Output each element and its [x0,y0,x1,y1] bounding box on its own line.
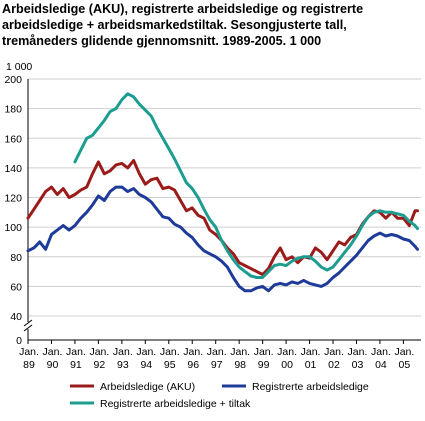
grid [28,78,421,317]
y-tick-label-80: 80 [10,252,22,264]
x-tick-label-year-04: 04 [375,359,387,371]
chart-title: Arbeidsledige (AKU), registrerte arbeids… [2,1,423,49]
y-tick-label-160: 160 [4,133,22,145]
x-tick-label-month-90: Jan. [43,346,63,358]
y-unit-label: 1 000 [6,61,32,73]
x-tick-label-year-00: 00 [281,359,293,371]
legend-label-1: Arbeidsledige (AKU) [100,381,195,393]
legend: Arbeidsledige (AKU) Registrerte arbeidsle… [70,381,369,410]
x-tick-label-year-97: 97 [211,359,223,371]
x-tick-label-month-92: Jan. [89,346,109,358]
axis-break-mark-1 [23,319,33,327]
x-tick-label-year-90: 90 [47,359,59,371]
x-tick-label-month-94: Jan. [136,346,156,358]
x-tick-label-year-02: 02 [328,359,340,371]
x-tick-label-month-96: Jan. [183,346,203,358]
y-tick-label-200: 200 [4,74,22,86]
x-tick-label-month-05: Jan. [394,346,414,358]
chart-title-line-3: tremåneders glidende gjennomsnitt. 1989-… [2,34,322,48]
series-line-3 [73,92,419,279]
series-lines [26,92,419,293]
x-tick-label-year-01: 01 [305,359,317,371]
x-tick-label-year-96: 96 [187,359,199,371]
x-tick-label-month-04: Jan. [371,346,391,358]
y-tick-label-0: 0 [16,335,22,347]
x-tick-label-month-89: Jan. [19,346,39,358]
x-tick-label-month-97: Jan. [207,346,227,358]
x-tick-label-year-89: 89 [23,359,35,371]
y-tick-label-60: 60 [10,281,22,293]
x-tick-label-year-05: 05 [399,359,411,371]
x-tick-label-month-99: Jan. [254,346,274,358]
x-tick-label-year-03: 03 [352,359,364,371]
axis-break-mark-2 [23,324,33,332]
x-tick-label-year-91: 91 [70,359,82,371]
x-tick-label-month-01: Jan. [301,346,321,358]
x-tick-label-month-98: Jan. [230,346,250,358]
x-tick-label-year-95: 95 [164,359,176,371]
x-tick-label-month-91: Jan. [66,346,86,358]
y-tick-label-40: 40 [10,311,22,323]
y-tick-label-180: 180 [4,104,22,116]
x-tick-label-month-93: Jan. [113,346,133,358]
y-tick-label-140: 140 [4,163,22,175]
x-tick-label-year-92: 92 [94,359,106,371]
series-line-1 [26,159,419,276]
x-tick-label-year-93: 93 [117,359,129,371]
series-line-2 [26,185,419,293]
x-tick-label-year-99: 99 [258,359,270,371]
y-tick-label-120: 120 [4,193,22,205]
x-tick-label-month-02: Jan. [324,346,344,358]
x-tick-label-month-95: Jan. [160,346,180,358]
chart-title-line-1: Arbeidsledige (AKU), registrerte arbeids… [2,2,364,16]
x-tick-label-year-98: 98 [234,359,246,371]
x-tick-label-month-03: Jan. [348,346,368,358]
x-tick-label-month-00: Jan. [277,346,297,358]
chart-title-line-2: arbeidsledige + arbeidsmarkedstiltak. Se… [2,18,347,32]
axes: 0406080100120140160180200Jan.89Jan.90Jan… [4,74,421,371]
legend-label-2: Registrerte arbeidsledige [252,381,369,393]
legend-label-3: Registrerte arbeidsledige + tiltak [100,398,251,410]
x-tick-label-year-94: 94 [140,359,152,371]
y-tick-label-100: 100 [4,222,22,234]
